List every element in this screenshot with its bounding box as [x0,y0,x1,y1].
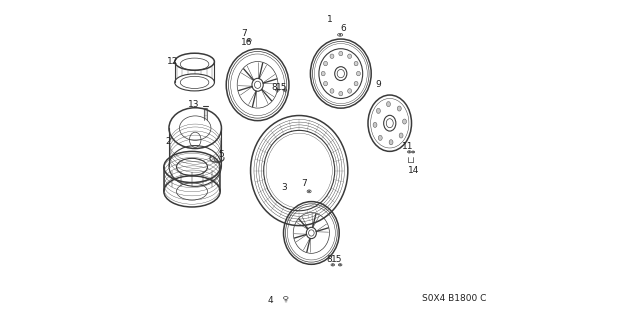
Text: 16: 16 [241,38,253,47]
Ellipse shape [373,122,377,127]
Ellipse shape [348,54,351,59]
Text: 15: 15 [332,255,342,264]
Text: 11: 11 [403,142,413,151]
Text: 7: 7 [301,179,307,188]
Ellipse shape [378,135,382,140]
Ellipse shape [339,92,343,96]
Circle shape [284,90,285,91]
Ellipse shape [354,81,358,86]
Ellipse shape [399,133,403,138]
Ellipse shape [403,119,406,124]
Ellipse shape [389,140,393,145]
Ellipse shape [356,71,360,76]
Ellipse shape [324,61,328,66]
Text: 5: 5 [219,150,224,159]
Ellipse shape [321,71,325,76]
Text: 4: 4 [268,296,273,305]
Ellipse shape [348,89,351,93]
Text: 8: 8 [271,83,276,92]
Text: 3: 3 [282,183,287,192]
Circle shape [332,264,333,266]
Circle shape [308,191,310,192]
Ellipse shape [354,61,358,66]
Ellipse shape [376,108,380,113]
Text: 7: 7 [241,29,246,38]
Ellipse shape [324,81,328,86]
Text: 14: 14 [408,166,419,175]
Text: 1: 1 [327,15,332,24]
Ellipse shape [330,89,334,93]
Circle shape [339,264,340,266]
Circle shape [277,90,278,91]
Circle shape [409,151,410,153]
Ellipse shape [339,51,343,56]
Ellipse shape [397,106,401,111]
Circle shape [339,34,341,36]
Ellipse shape [330,54,334,59]
Text: 2: 2 [165,137,171,146]
Text: S0X4 B1800 C: S0X4 B1800 C [422,294,486,303]
Text: 6: 6 [340,24,346,33]
Text: 15: 15 [276,83,287,92]
Text: 8: 8 [326,255,332,264]
Circle shape [248,40,250,41]
Text: 9: 9 [376,80,381,89]
Ellipse shape [387,101,390,107]
Text: 12: 12 [166,57,178,66]
Text: 13: 13 [188,100,199,109]
